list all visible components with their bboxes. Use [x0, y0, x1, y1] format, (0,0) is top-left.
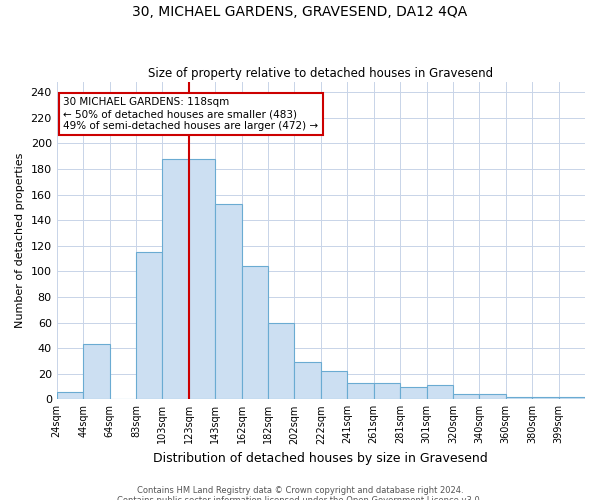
Bar [321, 371, 347, 400]
Bar [56, 392, 83, 400]
Bar [83, 344, 110, 400]
Bar [242, 266, 268, 400]
Bar [559, 396, 585, 400]
Bar [295, 362, 321, 400]
Bar [427, 385, 453, 400]
Bar [374, 382, 400, 400]
Text: Contains HM Land Registry data © Crown copyright and database right 2024.: Contains HM Land Registry data © Crown c… [137, 486, 463, 495]
Y-axis label: Number of detached properties: Number of detached properties [15, 153, 25, 328]
Text: Contains public sector information licensed under the Open Government Licence v3: Contains public sector information licen… [118, 496, 482, 500]
Bar [506, 396, 532, 400]
Bar [532, 396, 559, 400]
Bar [268, 322, 295, 400]
Bar [479, 394, 506, 400]
Bar [163, 159, 189, 400]
Bar [347, 382, 374, 400]
Bar [136, 252, 163, 400]
Bar [215, 204, 242, 400]
X-axis label: Distribution of detached houses by size in Gravesend: Distribution of detached houses by size … [154, 452, 488, 465]
Bar [400, 386, 427, 400]
Bar [189, 159, 215, 400]
Text: 30 MICHAEL GARDENS: 118sqm
← 50% of detached houses are smaller (483)
49% of sem: 30 MICHAEL GARDENS: 118sqm ← 50% of deta… [63, 98, 319, 130]
Bar [453, 394, 479, 400]
Text: 30, MICHAEL GARDENS, GRAVESEND, DA12 4QA: 30, MICHAEL GARDENS, GRAVESEND, DA12 4QA [133, 5, 467, 19]
Title: Size of property relative to detached houses in Gravesend: Size of property relative to detached ho… [148, 66, 493, 80]
